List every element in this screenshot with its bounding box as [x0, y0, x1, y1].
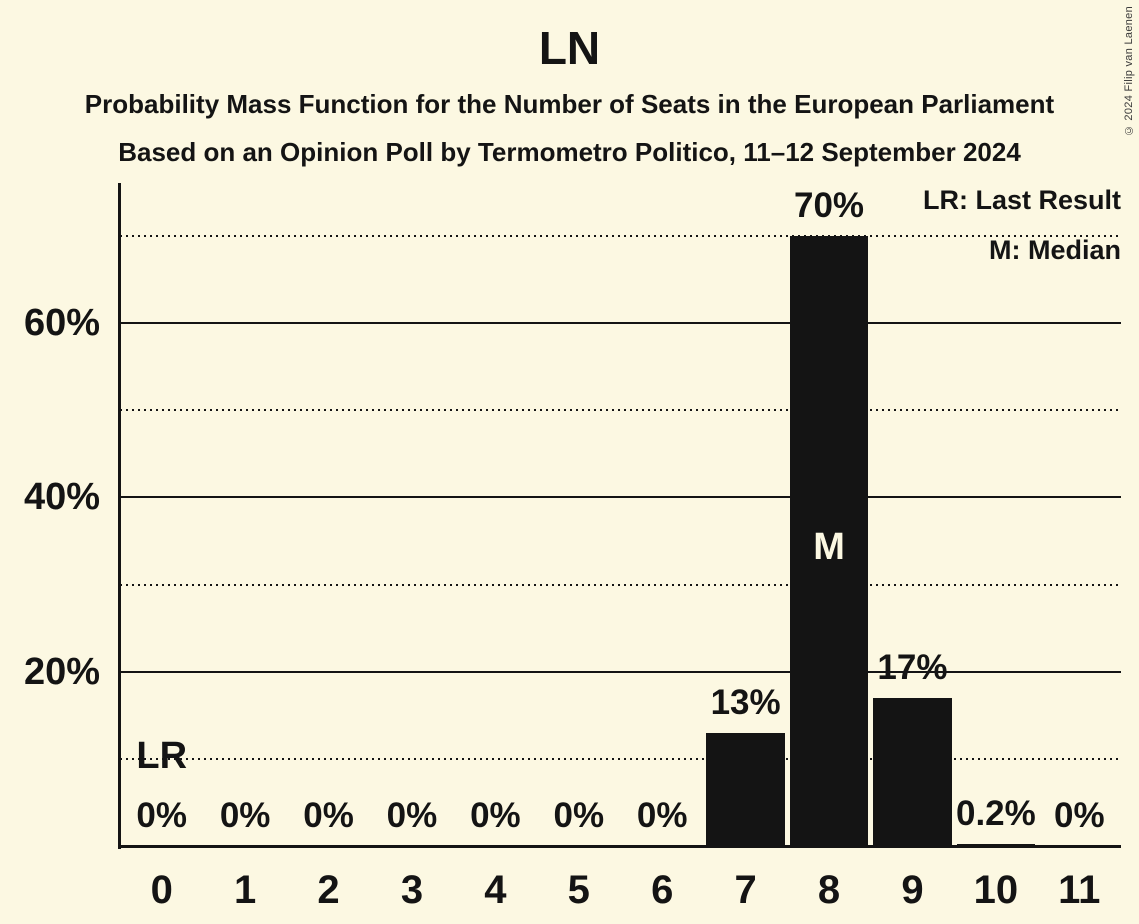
value-label-seat-8: 70%: [794, 186, 865, 225]
x-tick-label-2: 2: [317, 868, 340, 912]
x-tick-label-8: 8: [817, 868, 841, 912]
x-tick-label-6: 6: [651, 868, 674, 912]
gridline-solid-40: [120, 496, 1121, 499]
y-tick-label-20: 20%: [23, 650, 100, 693]
legend-last-result: LR: Last Result: [922, 185, 1121, 215]
median-marker: M: [813, 526, 845, 568]
value-label-seat-6: 0%: [636, 796, 688, 835]
y-tick-label-60: 60%: [23, 302, 100, 345]
x-tick-label-5: 5: [567, 868, 590, 912]
value-label-seat-7: 13%: [710, 682, 781, 722]
plot-area: 0% 0% 0% 0% 0% 0% 0% 13% 70% 17% 0.2% 0% LR M: [120, 183, 1121, 846]
chart-subtitle-line2: Based on an Opinion Poll by Termometro P…: [118, 137, 1021, 167]
x-tick-label-3: 3: [400, 868, 424, 912]
copyright-notice: © 2024 Filip van Laenen: [1123, 6, 1135, 137]
value-label-seat-10: 0.2%: [955, 794, 1036, 834]
value-label-seat-11: 0%: [1053, 796, 1105, 835]
bar-seat-8: [789, 236, 869, 846]
page-title: LN: [538, 22, 601, 74]
x-tick-label-10: 10: [973, 868, 1019, 912]
value-label-seat-5: 0%: [553, 796, 605, 835]
last-result-marker: LR: [136, 735, 188, 777]
x-tick-label-9: 9: [901, 868, 924, 912]
value-label-seat-2: 0%: [303, 796, 354, 835]
value-label-seat-4: 0%: [470, 796, 521, 835]
value-label-seat-9: 17%: [877, 647, 948, 687]
y-axis-line: [118, 183, 121, 849]
x-tick-label-4: 4: [484, 868, 507, 912]
bar-seat-9: [873, 697, 952, 846]
gridline-dotted-50: [120, 409, 1121, 412]
gridline-dotted-30: [120, 583, 1121, 586]
x-axis-line: [118, 845, 1121, 848]
x-tick-label-0: 0: [150, 868, 173, 912]
value-label-seat-3: 0%: [386, 796, 438, 835]
value-label-seat-1: 0%: [219, 796, 271, 835]
gridline-dotted-70: [120, 234, 1121, 237]
chart-subtitle-line1: Probability Mass Function for the Number…: [84, 89, 1055, 119]
gridline-dotted-10: [120, 757, 1121, 760]
x-tick-label-11: 11: [1058, 868, 1101, 912]
bar-seat-7: [706, 732, 785, 846]
value-label-seat-0: 0%: [136, 796, 187, 835]
x-tick-label-1: 1: [234, 868, 257, 912]
x-tick-label-7: 7: [734, 868, 757, 912]
legend-median: M: Median: [989, 235, 1121, 265]
gridline-solid-20: [120, 670, 1121, 673]
y-tick-label-40: 40%: [23, 476, 100, 519]
gridline-solid-60: [120, 322, 1121, 325]
